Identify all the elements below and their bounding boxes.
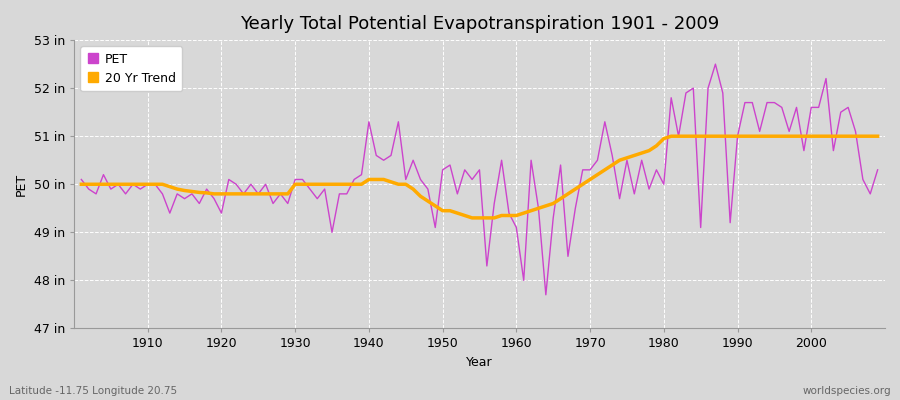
Text: worldspecies.org: worldspecies.org [803,386,891,396]
Y-axis label: PET: PET [15,173,28,196]
Text: Latitude -11.75 Longitude 20.75: Latitude -11.75 Longitude 20.75 [9,386,177,396]
Title: Yearly Total Potential Evapotranspiration 1901 - 2009: Yearly Total Potential Evapotranspiratio… [240,15,719,33]
X-axis label: Year: Year [466,356,493,369]
Legend: PET, 20 Yr Trend: PET, 20 Yr Trend [80,46,183,91]
